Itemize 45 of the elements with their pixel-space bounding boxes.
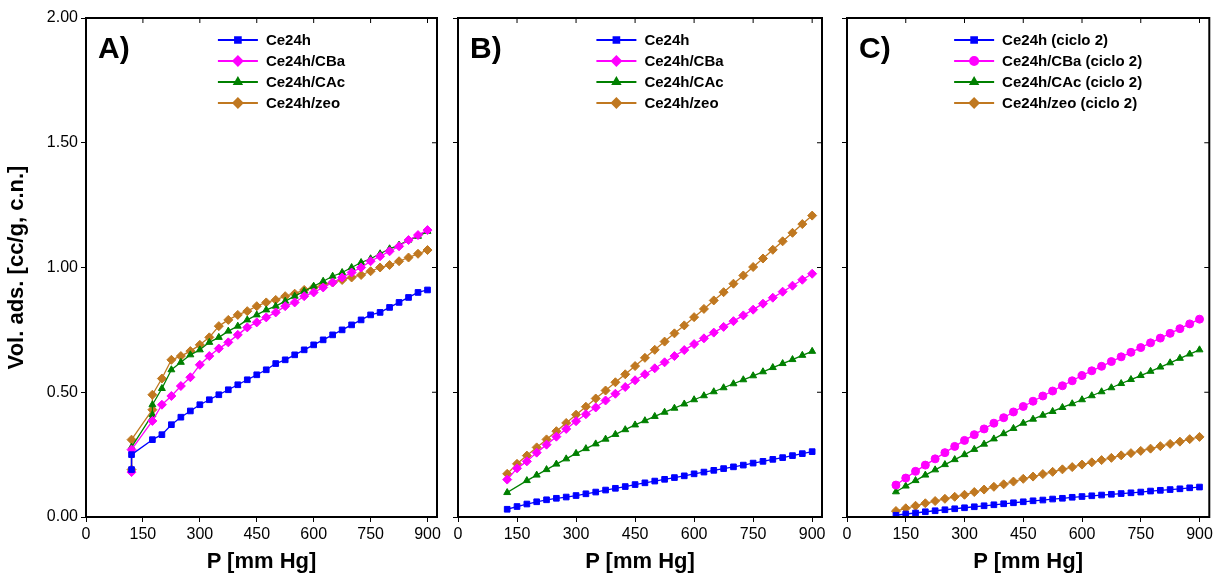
x-axis-title: P [mm Hg] xyxy=(585,547,695,573)
x-tick-label: 450 xyxy=(1009,525,1037,543)
y-axis-title: Vol. ads. [cc/g, c.n.] xyxy=(3,165,29,370)
x-tick-label: 300 xyxy=(562,525,590,543)
x-tick-label: 750 xyxy=(739,525,767,543)
legend-label: Ce24h xyxy=(644,31,690,49)
x-tick-label: 900 xyxy=(1186,525,1213,543)
x-tick-label: 600 xyxy=(680,525,708,543)
x-tick-label: 600 xyxy=(1068,525,1096,543)
y-tick-label: 0.00 xyxy=(46,507,79,525)
annotation: B) xyxy=(470,31,502,64)
legend-label: Ce24h/CBa (ciclo 2) xyxy=(1002,52,1143,70)
x-tick-label: 150 xyxy=(892,525,920,543)
x-axis-title: P [mm Hg] xyxy=(206,547,317,573)
legend-label: Ce24h/CBa xyxy=(644,52,725,70)
legend-label: Ce24h/CAc (ciclo 2) xyxy=(1002,73,1143,91)
y-tick-label: 1.50 xyxy=(46,133,79,151)
x-tick-label: 600 xyxy=(300,525,328,543)
x-tick-label: 750 xyxy=(357,525,385,543)
x-tick-label: 450 xyxy=(621,525,649,543)
y-tick-label: 0.50 xyxy=(46,382,79,400)
x-tick-label: 450 xyxy=(243,525,271,543)
x-tick-label: 150 xyxy=(129,525,157,543)
x-tick-label: 300 xyxy=(951,525,978,543)
legend-label: Ce24h/zeo xyxy=(644,94,719,112)
legend-label: Ce24h/zeo xyxy=(265,94,341,112)
y-tick-label: 2.00 xyxy=(46,8,79,26)
x-tick-label: 0 xyxy=(453,525,463,543)
x-tick-label: 300 xyxy=(186,525,214,543)
annotation: A) xyxy=(98,31,130,64)
x-axis-title: P [mm Hg] xyxy=(973,547,1083,573)
legend-label: Ce24h (ciclo 2) xyxy=(1002,31,1108,49)
annotation: C) xyxy=(859,31,891,64)
legend-label: Ce24h/CAc xyxy=(644,73,724,91)
legend-label: Ce24h/zeo (ciclo 2) xyxy=(1002,94,1138,112)
x-tick-label: 0 xyxy=(81,525,91,543)
legend-label: Ce24h/CBa xyxy=(265,52,346,70)
x-tick-label: 900 xyxy=(798,525,826,543)
y-tick-label: 1.00 xyxy=(46,257,79,275)
x-tick-label: 900 xyxy=(414,525,441,543)
legend-label: Ce24h/CAc xyxy=(265,73,346,91)
legend-label: Ce24h xyxy=(265,31,311,49)
x-tick-label: 750 xyxy=(1127,525,1155,543)
x-tick-label: 150 xyxy=(503,525,531,543)
x-tick-label: 0 xyxy=(842,525,852,543)
